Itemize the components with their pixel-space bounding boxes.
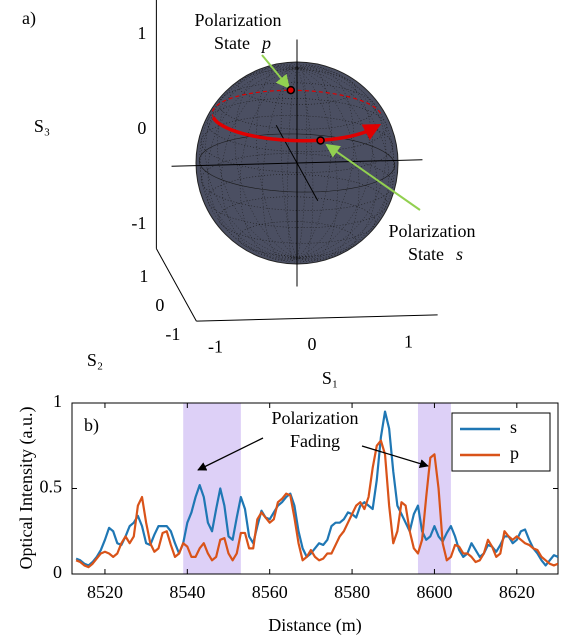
- x-axis-label: Distance (m): [268, 615, 361, 636]
- series-line: [75, 410, 558, 567]
- mesh-line: [218, 82, 376, 130]
- point-label: Polarization: [389, 221, 476, 241]
- annotation-arrow: [325, 143, 421, 211]
- trajectory-back: [211, 89, 382, 118]
- x-tick-label: 1: [404, 332, 413, 352]
- legend-box: [451, 412, 551, 472]
- y-axis-label: S₂: [87, 350, 103, 370]
- annotation-arrow: [361, 445, 429, 468]
- x-tick-label: 8520: [87, 582, 123, 602]
- z-tick-label: 0: [137, 118, 146, 138]
- point-label: State: [408, 244, 444, 264]
- x-tick-label: 0: [308, 334, 317, 354]
- polarization-point: [286, 85, 296, 95]
- x-axis-label: S₁: [322, 368, 338, 388]
- y-tick-label: 0: [155, 295, 164, 315]
- highlight-band: [183, 403, 241, 574]
- point-label: State: [214, 33, 250, 53]
- y-axis-label: Optical Intensity (a.u.): [16, 407, 37, 570]
- mesh-line: [207, 67, 387, 259]
- series-line: [75, 439, 558, 569]
- mesh-line: [262, 64, 332, 262]
- legend-label: s: [510, 417, 517, 437]
- box-edge: [155, 248, 197, 322]
- annotation: Polarization: [272, 408, 359, 428]
- y-tick-label: 1: [139, 266, 148, 286]
- panel-label: a): [22, 8, 36, 29]
- y-tick-label: 0: [53, 562, 62, 582]
- y-tick-label: -1: [165, 324, 180, 344]
- z-tick-label: -1: [131, 213, 146, 233]
- x-tick-label: 8580: [334, 582, 370, 602]
- annotation: Fading: [290, 431, 340, 451]
- polarization-point: [316, 136, 325, 145]
- z-tick-label: 1: [137, 23, 146, 43]
- x-tick-label: 8560: [252, 582, 288, 602]
- point-symbol: s: [456, 244, 463, 264]
- x-tick-label: 8600: [416, 582, 452, 602]
- annotation-arrow: [197, 437, 264, 471]
- x-tick-label: 8540: [169, 582, 205, 602]
- panel-label: b): [84, 415, 99, 436]
- plot-area: [75, 410, 558, 569]
- x-tick-label: 8620: [499, 582, 535, 602]
- highlight-band: [417, 403, 451, 574]
- box-edge: [196, 314, 438, 322]
- legend-label: p: [510, 443, 519, 463]
- point-label: Polarization: [195, 10, 282, 30]
- y-tick-label: 0.5: [40, 477, 63, 497]
- x-tick-label: -1: [208, 337, 223, 357]
- z-axis-label: S₃: [34, 116, 50, 136]
- mesh-line: [205, 67, 389, 259]
- point-symbol: p: [260, 33, 271, 53]
- annotation-arrow: [261, 54, 290, 90]
- y-tick-label: 1: [53, 391, 62, 411]
- trajectory-front: [211, 116, 382, 143]
